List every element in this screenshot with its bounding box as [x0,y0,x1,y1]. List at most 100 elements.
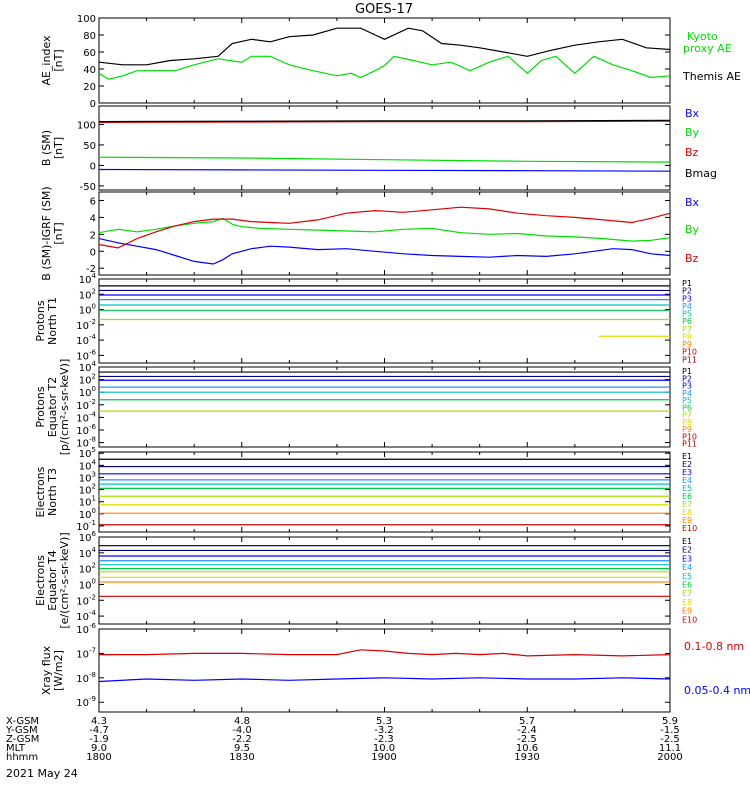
legend-p1: P1 [682,367,692,376]
legend-p2: P2 [682,374,692,383]
legend-p8: P8 [682,418,692,427]
legend-e2: E2 [682,460,692,469]
legend-e5: E5 [682,572,692,581]
tick-base: 10 [79,498,92,509]
tick-base: 10 [76,351,89,362]
legend-p11: P11 [682,440,697,449]
tick-base: 10 [76,439,89,450]
y-tick-label: 101 [79,495,96,509]
tick-exp: 5 [92,446,96,454]
y-axis-label: Electrons [34,466,47,517]
tick-exp: 2 [92,562,96,570]
tick-base: 10 [79,565,92,576]
y-tick-label: 0 [90,99,96,110]
orbit-value: -2.5 [517,734,537,745]
y-tick-label: 100 [79,303,96,317]
tick-base: 10 [76,413,89,424]
tick-base: 10 [79,580,92,591]
legend-p8: P8 [682,332,692,341]
y-axis-label: North T1 [46,297,59,345]
legend-bx: Bx [685,196,700,209]
orbit-value: -2.4 [517,725,537,736]
tick-base: 10 [79,376,92,387]
y-tick-label: 10-1 [76,519,96,533]
orbit-value: 11.1 [659,743,681,754]
orbit-value: 4.3 [91,716,107,727]
y-tick-label: 100 [77,14,96,25]
tick-base: 10 [76,321,89,332]
y-axis-label: North T3 [46,468,59,516]
y-tick-label: -2 [86,264,96,275]
legend-e2: E2 [682,546,692,555]
orbit-value: 2000 [657,752,682,763]
orbit-value: -2.5 [660,734,680,745]
panel-b: 100 50 0 -50 B (SM) [nT] Bx By Bz Bmag [40,105,717,193]
date-label: 2021 May 24 [6,767,78,780]
orbit-value: -4.7 [89,725,109,736]
y-tick-label: 80 [83,31,96,42]
legend-p5: P5 [682,310,692,319]
tick-base: 10 [79,306,92,317]
y-tick-label: 10-6 [76,423,96,437]
tick-base: 10 [76,674,89,685]
tick-exp: 1 [92,495,96,503]
y-axis-units: [nT] [52,222,65,244]
tick-exp: 0 [92,303,96,311]
y-tick-label: 40 [83,65,96,76]
y-axis-units: [e/(cm²-s-sr-keV)] [58,532,71,628]
y-tick-label: 10-7 [76,646,96,660]
legend-e1: E1 [682,452,692,461]
y-tick-label: 10-2 [76,318,96,332]
legend-e5: E5 [682,484,692,493]
tick-exp: -6 [89,348,97,356]
orbit-value: 1930 [514,752,539,763]
tick-exp: 6 [92,530,97,538]
y-tick-label: 104 [79,458,97,472]
tick-exp: -1 [89,519,96,527]
legend-e10: E10 [682,524,697,533]
panel-frame [98,191,671,276]
tick-exp: -6 [89,423,97,431]
y-tick-label: 10-6 [76,622,96,636]
y-axis-units: [nT] [52,49,65,71]
y-tick-label: 104 [79,360,97,374]
y-tick-label: 102 [79,287,96,301]
legend-p11: P11 [682,355,697,364]
series-bz [98,206,671,249]
tick-base: 10 [76,612,89,623]
series-bx [98,238,671,265]
legend-e10: E10 [682,615,697,624]
orbit-row-label: X-GSM [6,716,39,727]
y-axis-label: Protons [34,300,47,341]
legend-e9: E9 [682,516,692,525]
panel-frame [98,105,671,191]
tick-base: 10 [76,401,89,412]
legend-p6: P6 [682,403,692,412]
y-tick-label: 10-8 [76,671,96,685]
y-tick-label: 105 [79,446,96,460]
tick-exp: -7 [89,646,96,654]
y-tick-label: 10-2 [76,593,96,607]
panel-frame [98,17,671,104]
y-tick-label: 10-4 [76,609,96,623]
orbit-value: 9.0 [91,743,107,754]
y-tick-label: 60 [83,48,96,59]
legend-e6: E6 [682,581,692,590]
legend-p9: P9 [682,425,692,434]
tick-exp: -2 [89,398,96,406]
legend-e4: E4 [682,476,692,485]
tick-exp: -9 [89,695,96,703]
tick-base: 10 [79,275,92,286]
legend-0-05-0-4-nm: 0.05-0.4 nm [684,684,750,697]
orbit-table: X-GSM 4.3 4.8 5.3 5.7 5.9Y-GSM -4.7 -4.0 -3.2 -2.… [5,716,683,763]
tick-exp: 4 [92,546,97,554]
y-tick-label: 10-4 [76,410,96,424]
orbit-value: 1830 [229,752,254,763]
y-tick-label: 10-4 [76,333,96,347]
y-tick-label: 10-8 [76,436,96,450]
y-tick-label: 0 [90,161,96,172]
